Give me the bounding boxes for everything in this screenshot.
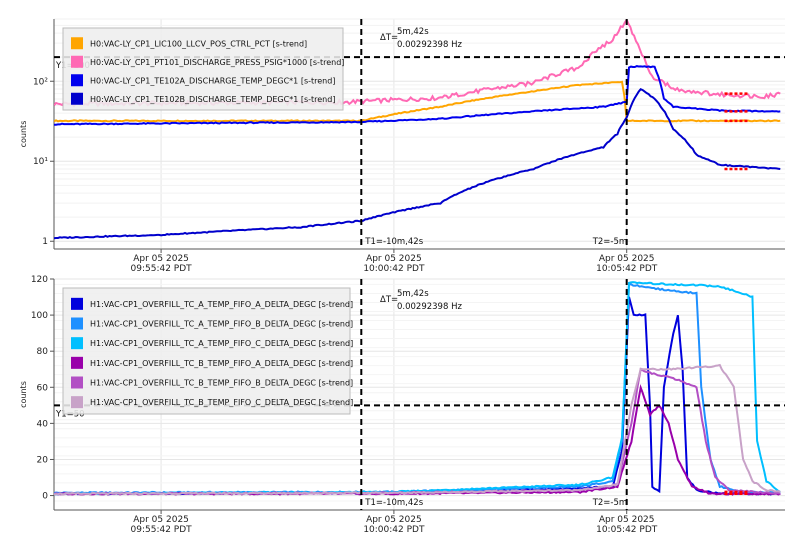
delta-time: 5m,42s (397, 27, 429, 37)
y-tick-label: 10¹ (33, 157, 48, 167)
legend[interactable]: H1:VAC-CP1_OVERFILL_TC_A_TEMP_FIFO_A_DEL… (62, 287, 353, 415)
y-tick-label: 80 (37, 347, 49, 357)
legend-entry[interactable]: H1:VAC-CP1_OVERFILL_TC_A_TEMP_FIFO_A_DEL… (90, 300, 353, 309)
legend-entry[interactable]: H0:VAC-LY_CP1_TE102A_DISCHARGE_TEMP_DEGC… (90, 76, 335, 85)
y-tick-label: 120 (31, 275, 48, 285)
delta-frequency: 0.00292398 Hz (397, 40, 462, 50)
time-cursor-label-1: T1=-10m,42s (364, 237, 423, 247)
x-tick-label: Apr 05 2025 (133, 515, 189, 525)
legend-box (62, 27, 344, 111)
x-tick-label-time: 09:55:42 PDT (131, 525, 193, 535)
legend[interactable]: H0:VAC-LY_CP1_LIC100_LLCV_POS_CTRL_PCT [… (62, 27, 344, 111)
delta-label: ΔT= (380, 295, 398, 305)
y-tick-label: 10² (33, 77, 48, 87)
legend-entry[interactable]: H0:VAC-LY_CP1_LIC100_LLCV_POS_CTRL_PCT [… (90, 39, 307, 48)
time-cursor-label-1: T1=-10m,42s (364, 498, 423, 508)
y-tick-label: 100 (31, 311, 48, 321)
series-line-3 (54, 65, 781, 126)
legend-swatch (71, 74, 83, 87)
x-tick-label-time: 09:55:42 PDT (131, 264, 193, 274)
x-tick-label: Apr 05 2025 (366, 515, 422, 525)
x-tick-label-time: 10:00:42 PDT (363, 264, 425, 274)
delta-time: 5m,42s (397, 289, 429, 299)
legend-entry[interactable]: H1:VAC-CP1_OVERFILL_TC_B_TEMP_FIFO_B_DEL… (90, 379, 353, 388)
x-tick-label-time: 10:05:42 PDT (596, 264, 658, 274)
y-axis-label: counts (19, 121, 28, 148)
x-tick-label-time: 10:00:42 PDT (363, 525, 425, 535)
x-tick-label: Apr 05 2025 (599, 515, 655, 525)
series-line-1 (54, 80, 781, 123)
time-cursor-label-2: T2=-5m (592, 498, 627, 508)
x-tick-label-time: 10:05:42 PDT (596, 525, 658, 535)
x-tick-label: Apr 05 2025 (133, 254, 189, 264)
legend-swatch (71, 376, 83, 389)
legend-swatch (71, 337, 83, 350)
legend-entry[interactable]: H1:VAC-CP1_OVERFILL_TC_B_TEMP_FIFO_C_DEL… (90, 398, 353, 407)
series-line-6 (54, 363, 781, 496)
time-cursor-label-2: T2=-5m (592, 237, 627, 247)
series-group (54, 281, 781, 496)
y-tick-label: 20 (37, 455, 49, 465)
y-tick-label: 40 (37, 419, 49, 429)
legend-swatch (71, 297, 83, 310)
legend-entry[interactable]: H1:VAC-CP1_OVERFILL_TC_A_TEMP_FIFO_C_DEL… (90, 339, 353, 348)
legend-swatch (71, 396, 83, 409)
legend-entry[interactable]: H0:VAC-LY_CP1_PT101_DISCHARGE_PRESS_PSIG… (90, 58, 344, 67)
legend-swatch (71, 92, 83, 105)
legend-entry[interactable]: H1:VAC-CP1_OVERFILL_TC_B_TEMP_FIFO_A_DEL… (90, 359, 353, 368)
legend-swatch (71, 55, 83, 68)
y-axis-label: counts (19, 381, 28, 408)
x-tick-label: Apr 05 2025 (599, 254, 655, 264)
y-tick-label: 60 (37, 383, 49, 393)
x-tick-label: Apr 05 2025 (366, 254, 422, 264)
legend-entry[interactable]: H0:VAC-LY_CP1_TE102B_DISCHARGE_TEMP_DEGC… (90, 95, 335, 104)
delta-frequency: 0.00292398 Hz (397, 302, 462, 312)
legend-box (62, 287, 351, 415)
y-tick-label: 1 (42, 237, 48, 247)
delta-label: ΔT= (380, 33, 398, 43)
legend-swatch (71, 37, 83, 50)
legend-entry[interactable]: H1:VAC-CP1_OVERFILL_TC_A_TEMP_FIFO_B_DEL… (90, 320, 353, 329)
legend-swatch (71, 356, 83, 369)
series-line-4 (54, 87, 781, 240)
y-tick-label: 0 (42, 492, 48, 502)
legend-swatch (71, 317, 83, 330)
